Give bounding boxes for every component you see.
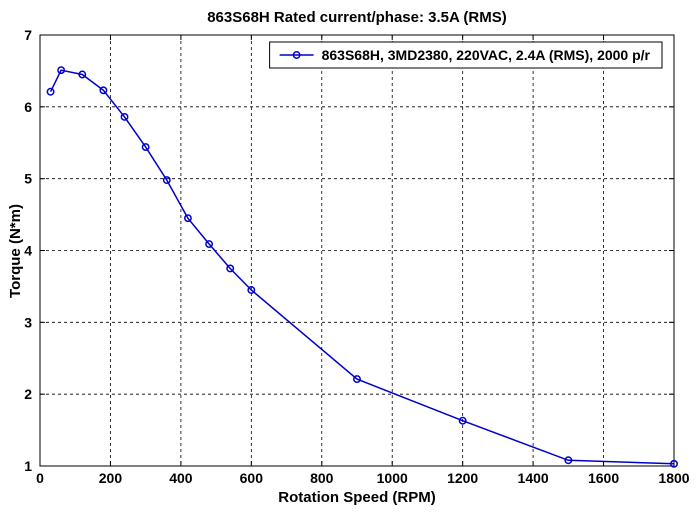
x-tick-label: 0	[36, 470, 44, 486]
y-tick-label: 3	[24, 314, 32, 330]
y-tick-label: 4	[24, 243, 32, 259]
y-tick-label: 6	[24, 99, 32, 115]
y-tick-label: 2	[24, 386, 32, 402]
chart-title: 863S68H Rated current/phase: 3.5A (RMS)	[207, 9, 507, 26]
x-tick-label: 400	[169, 470, 193, 486]
x-tick-label: 600	[240, 470, 264, 486]
data-point	[183, 214, 192, 223]
legend: 863S68H, 3MD2380, 220VAC, 2.4A (RMS), 20…	[269, 41, 663, 69]
data-point	[141, 143, 150, 152]
x-tick-label: 1000	[377, 470, 408, 486]
plot-border	[39, 34, 675, 467]
data-point	[247, 286, 256, 294]
axes	[39, 34, 675, 467]
x-axis-label: Rotation Speed (RPM)	[278, 489, 436, 506]
data-point	[205, 240, 214, 248]
legend-box	[269, 41, 663, 69]
legend-label: 863S68H, 3MD2380, 220VAC, 2.4A (RMS), 20…	[322, 47, 651, 63]
x-tick-label: 800	[310, 470, 334, 486]
x-tick-label: 1800	[658, 470, 689, 486]
x-tick-label: 1600	[588, 470, 619, 486]
y-tick-label: 7	[24, 27, 32, 43]
series-group	[46, 66, 678, 468]
y-tick-label: 1	[24, 458, 32, 474]
legend-marker	[292, 51, 301, 59]
data-point	[564, 456, 573, 465]
data-point	[458, 416, 467, 425]
grid	[40, 35, 674, 466]
data-point	[670, 459, 678, 468]
data-point	[99, 86, 108, 95]
data-point	[353, 375, 361, 384]
data-point	[57, 66, 66, 75]
data-point	[226, 264, 235, 273]
x-tick-label: 200	[99, 470, 123, 486]
data-point	[120, 112, 129, 121]
series-line	[49, 69, 675, 465]
y-axis-label: Torque (N*m)	[7, 204, 24, 298]
data-point	[46, 87, 55, 96]
tick-labels: 0 200 400 600 800 1000 1200 1400 1600 1800 1 2 3 4 5 6 7	[24, 27, 690, 486]
data-point	[162, 176, 171, 185]
y-tick-label: 5	[24, 171, 32, 187]
data-point	[78, 70, 87, 79]
x-tick-label: 1400	[518, 470, 549, 486]
plot-area	[40, 35, 674, 466]
x-tick-label: 1200	[447, 470, 478, 486]
